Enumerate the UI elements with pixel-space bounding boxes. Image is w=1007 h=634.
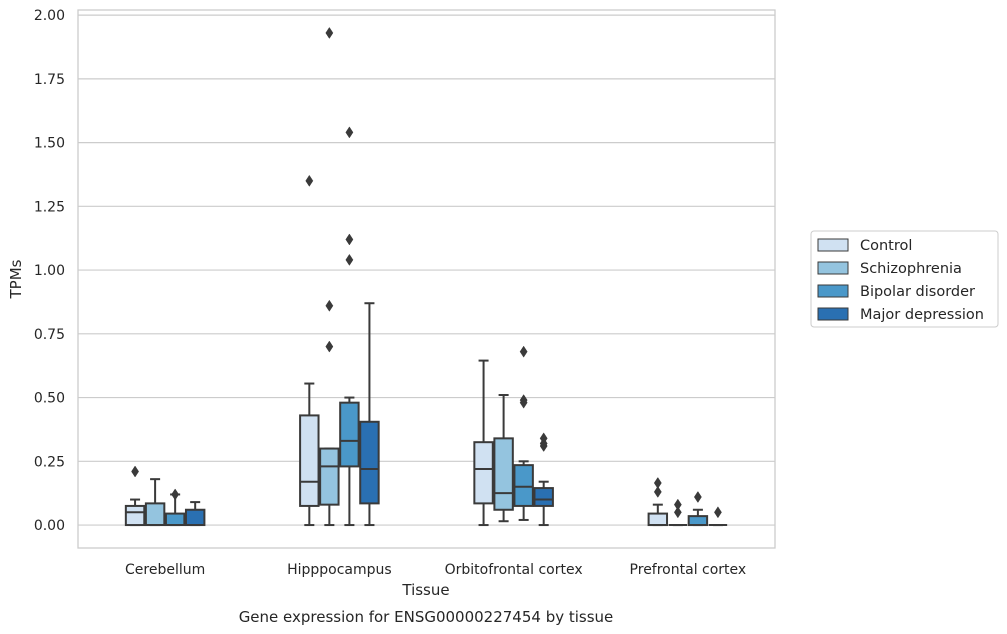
outlier-point	[345, 126, 354, 139]
legend-swatch	[817, 284, 849, 298]
box-body	[184, 508, 206, 527]
outlier-point	[519, 394, 528, 407]
legend-label: Bipolar disorder	[860, 284, 975, 300]
box-body	[473, 441, 494, 505]
box-2-1	[493, 394, 514, 523]
chart-caption: Gene expression for ENSG00000227454 by t…	[239, 608, 614, 626]
box-0-1	[144, 478, 166, 527]
outlier-point	[325, 299, 334, 312]
box-0-2	[164, 488, 186, 527]
outlier-point	[345, 253, 354, 266]
outlier-point	[693, 491, 702, 503]
legend: Control Schizophrenia Bipolar disorder Majo…	[810, 230, 999, 328]
box-body	[359, 420, 380, 505]
legend-swatch	[817, 261, 849, 275]
outlier-point	[519, 345, 528, 358]
legend-frame	[810, 230, 999, 328]
x-tick-label: Prefrontal cortex	[630, 562, 747, 578]
y-tick-label: 1.75	[34, 72, 65, 88]
outlier-point	[131, 465, 139, 478]
box-body	[533, 487, 554, 507]
boxes	[124, 26, 728, 527]
plot-frame	[77, 9, 776, 549]
outlier-point	[714, 506, 722, 519]
box-2-2	[513, 345, 534, 521]
outlier-point	[325, 340, 334, 353]
outlier-point	[325, 26, 334, 39]
box-body	[687, 515, 709, 527]
box-body	[647, 512, 669, 527]
gridlines	[78, 14, 775, 526]
box-body	[299, 414, 320, 507]
box-0-0	[124, 465, 146, 527]
box-1-1	[319, 26, 340, 527]
box-3-3	[708, 506, 728, 527]
outlier-point	[653, 477, 662, 489]
box-3-2	[687, 491, 709, 527]
outlier-point	[539, 432, 548, 445]
box-body	[164, 512, 186, 527]
outlier-point	[673, 498, 682, 511]
x-tick-label: Orbitofrontal cortex	[445, 562, 583, 578]
x-tick-label: Hipppocampus	[287, 562, 392, 578]
y-tick-label: 1.25	[34, 199, 65, 215]
box-body	[493, 437, 514, 511]
y-tick-labels: 0.00 0.25 0.50 0.75 1.00 1.25 1.50 1.75 2.00	[34, 8, 65, 534]
box-1-0	[299, 174, 320, 527]
y-tick-label: 1.00	[34, 263, 65, 279]
y-tick-label: 1.50	[34, 136, 65, 152]
box-3-0	[647, 477, 669, 527]
legend-label: Control	[860, 238, 912, 254]
box-1-2	[339, 126, 360, 527]
outlier-point	[653, 485, 662, 498]
box-body	[339, 401, 360, 468]
y-tick-label: 0.50	[34, 391, 65, 407]
box-body	[124, 504, 146, 527]
y-tick-label: 0.75	[34, 327, 65, 343]
box-1-3	[359, 302, 380, 527]
box-2-3	[533, 432, 554, 527]
legend-swatch	[817, 238, 849, 252]
x-axis-label: Tissue	[401, 581, 449, 599]
outlier-point	[345, 233, 354, 246]
box-body	[319, 447, 340, 506]
outlier-point	[673, 506, 682, 519]
box-0-3	[184, 501, 206, 527]
legend-swatch	[817, 307, 849, 321]
outlier-point	[171, 488, 180, 501]
legend-label: Schizophrenia	[860, 261, 962, 277]
box-2-0	[473, 359, 494, 527]
x-tick-label: Cerebellum	[125, 562, 205, 578]
y-tick-label: 0.00	[34, 518, 65, 534]
x-tick-labels: Cerebellum Hipppocampus Orbitofrontal cort…	[125, 562, 746, 578]
box-3-1	[668, 498, 688, 527]
legend-label: Major depression	[860, 307, 984, 323]
box-body	[144, 502, 166, 527]
box-body	[513, 464, 534, 507]
outlier-point	[305, 174, 314, 187]
y-axis-label: TPMs	[7, 259, 25, 299]
y-tick-label: 2.00	[34, 8, 65, 24]
y-tick-label: 0.25	[34, 454, 65, 470]
